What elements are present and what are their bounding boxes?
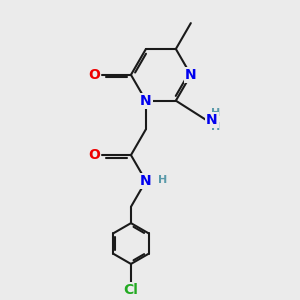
Text: H: H xyxy=(211,122,220,131)
Text: Cl: Cl xyxy=(124,283,138,297)
Text: N: N xyxy=(206,113,218,127)
Text: N: N xyxy=(140,94,152,108)
Text: H: H xyxy=(158,175,167,184)
Text: H: H xyxy=(211,108,220,118)
Text: N: N xyxy=(185,68,196,82)
Text: O: O xyxy=(88,68,100,82)
Text: O: O xyxy=(88,148,100,162)
Text: N: N xyxy=(140,174,152,188)
